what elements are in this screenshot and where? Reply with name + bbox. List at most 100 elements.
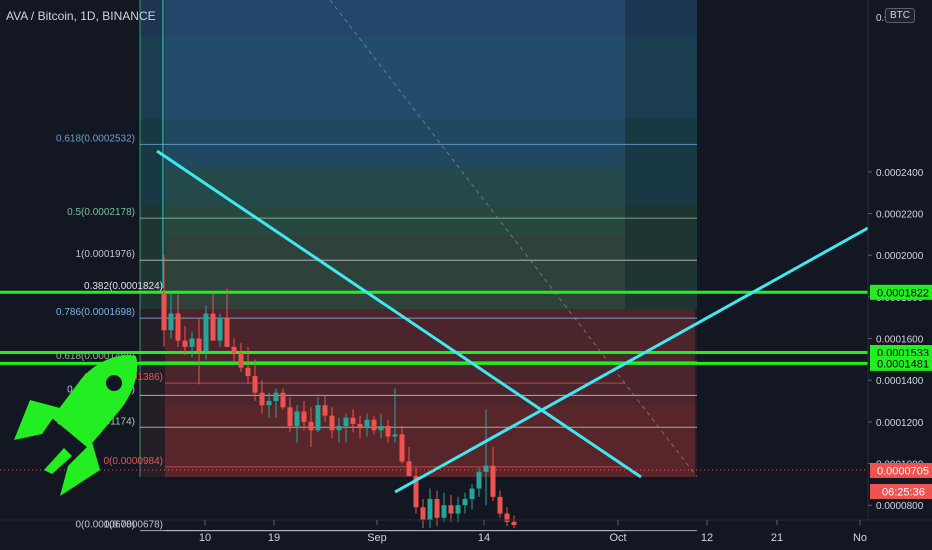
candle-body <box>434 498 440 518</box>
horizontal-level-badge <box>870 355 932 371</box>
candle <box>329 407 335 439</box>
candle-body <box>399 434 405 462</box>
candle <box>357 415 363 439</box>
candle <box>476 467 482 497</box>
fib-zone-band <box>140 0 697 36</box>
candle <box>203 305 209 360</box>
candle-body <box>490 465 496 497</box>
candle-body <box>504 513 510 522</box>
candle-body <box>511 521 517 525</box>
candle <box>399 426 405 464</box>
fib-zone-band <box>140 36 697 119</box>
candle-body <box>448 505 454 514</box>
candle-body <box>469 488 475 499</box>
candle-body <box>385 426 391 437</box>
candle-body <box>315 405 321 431</box>
candle <box>483 409 489 506</box>
fib-level-label: 0.618(0.0002532) <box>56 133 135 144</box>
fib-zone-band <box>165 167 625 235</box>
candle <box>336 417 342 443</box>
fib-zone-band <box>165 309 695 405</box>
time-tick-label: No <box>853 532 867 544</box>
candle-body <box>413 476 419 508</box>
candle-body <box>371 419 377 431</box>
price-tick-label: 0.0001600 <box>876 335 924 346</box>
countdown-badge <box>870 484 932 499</box>
candle <box>420 498 426 529</box>
currency-badge[interactable]: BTC <box>885 8 915 23</box>
horizontal-level-badge <box>870 284 932 300</box>
candle <box>469 484 475 510</box>
candle <box>343 413 349 443</box>
candle <box>448 494 454 522</box>
candle <box>182 326 188 356</box>
candle <box>441 492 447 522</box>
candle-body <box>294 411 300 427</box>
candle-body <box>392 434 398 437</box>
horizontal-levels[interactable] <box>0 290 868 365</box>
bar-close-countdown: 06:25:36 <box>882 487 925 499</box>
candle-body <box>259 392 265 406</box>
candle <box>504 507 510 527</box>
candle-body <box>427 498 433 520</box>
candle-body <box>357 423 363 429</box>
candle-body <box>308 421 314 431</box>
candle-body <box>203 313 209 352</box>
candle-body <box>266 401 272 406</box>
candlestick-series <box>161 255 517 529</box>
candle <box>294 405 300 443</box>
candle <box>245 346 251 385</box>
candle-body <box>476 471 482 489</box>
candle <box>455 496 461 522</box>
candle-body <box>273 392 279 402</box>
descending-trendline[interactable] <box>156 149 642 479</box>
time-tick-label: 12 <box>701 532 713 544</box>
candle-body <box>441 505 447 518</box>
candle <box>252 359 258 402</box>
candle <box>266 392 272 418</box>
fib-level-label: 1(0.0001976) <box>76 249 136 260</box>
ascending-trendline[interactable] <box>394 226 869 494</box>
candle <box>210 292 216 341</box>
time-tick-label: 14 <box>478 532 490 544</box>
rocket-icon[interactable] <box>14 355 138 496</box>
candle <box>392 388 398 443</box>
price-tick-label: 0.0001200 <box>876 418 924 429</box>
fib-zone-lower[interactable] <box>165 0 695 477</box>
fib-level-label: 0.5(0.0002178) <box>67 207 135 218</box>
candle <box>161 255 167 347</box>
candle <box>364 413 370 437</box>
candle <box>168 292 174 339</box>
candle <box>196 317 202 385</box>
candle-body <box>224 317 230 347</box>
candle-body <box>329 415 335 431</box>
rocket-fin <box>60 442 100 496</box>
candle-body <box>217 317 223 341</box>
fib-level-label: 1(0.0000678) <box>104 520 164 531</box>
candle <box>511 515 517 529</box>
price-tick-label: 0.0001400 <box>876 376 924 387</box>
candle-body <box>483 465 489 472</box>
last-price-badge <box>870 463 932 478</box>
horizontal-level-value: 0.0001481 <box>877 358 929 370</box>
time-axis[interactable]: 10 19 Sep 14 Oct 12 21 No <box>199 520 867 544</box>
horizontal-level-value: 0.0001822 <box>877 287 929 299</box>
candle <box>490 446 496 502</box>
fib-level-label: 0.618(0.0001488) <box>56 351 135 362</box>
candle <box>385 419 391 443</box>
candle <box>322 394 328 422</box>
candle-body <box>406 461 412 477</box>
candle-body <box>462 498 468 506</box>
candle-body <box>252 376 258 393</box>
price-tick-label: 0.0002400 <box>876 168 924 179</box>
symbol-title: AVA / Bitcoin, 1D, BINANCE <box>6 9 156 23</box>
candle <box>427 488 433 529</box>
time-tick-label: 19 <box>268 532 280 544</box>
candle-body <box>245 367 251 377</box>
candle-body <box>336 426 342 431</box>
candle <box>280 388 286 410</box>
candle-body <box>161 292 167 331</box>
candle-body <box>231 346 237 354</box>
